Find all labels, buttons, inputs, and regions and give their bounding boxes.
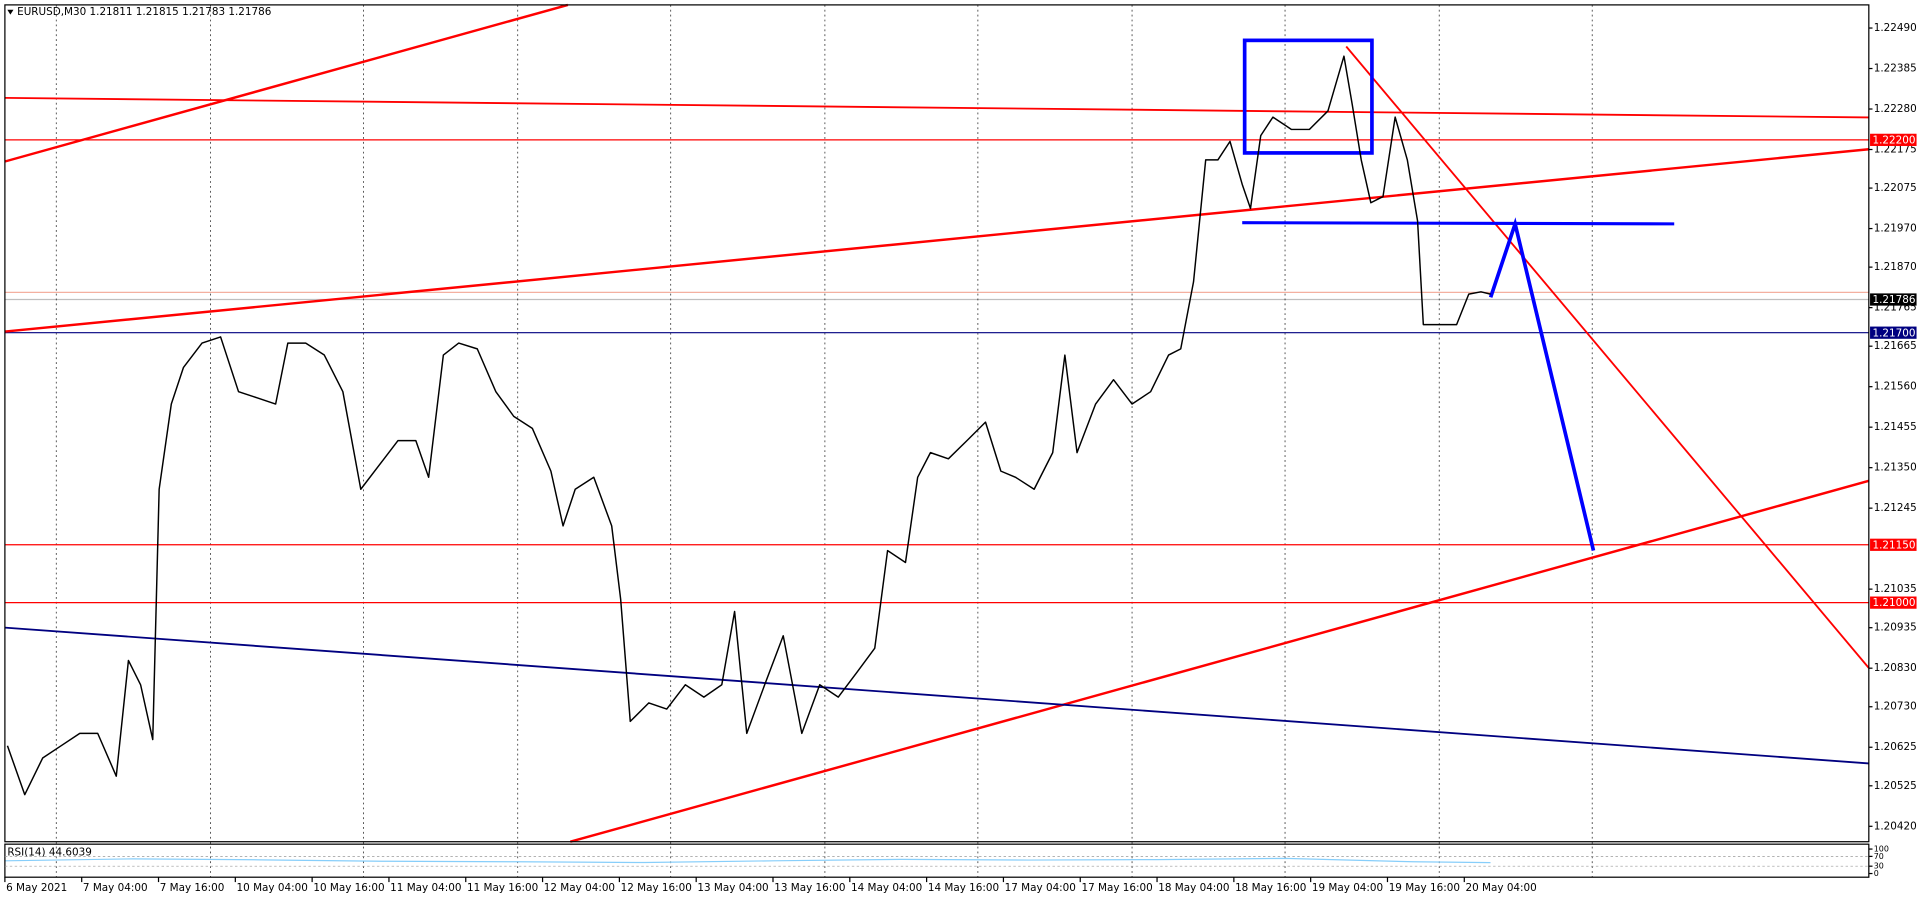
x-tick-label: 18 May 16:00 <box>1235 882 1306 894</box>
y-tick-label: 1.21870 <box>1874 261 1917 273</box>
plot <box>4 55 1491 864</box>
y-tick-label: 1.22280 <box>1874 103 1917 115</box>
x-tick-label: 11 May 16:00 <box>467 882 538 894</box>
y-tick-label: 1.21455 <box>1874 421 1917 433</box>
x-tick-label: 20 May 04:00 <box>1466 882 1537 894</box>
indicator-label: RSI(14) 44.6039 <box>7 847 91 859</box>
x-tick-label: 10 May 16:00 <box>313 882 384 894</box>
axes: 1.22490 1.22385 1.22280 1.22175 1.22075 1.219… <box>4 22 1917 894</box>
trend-line <box>569 479 1870 843</box>
trend-lines <box>4 3 1870 843</box>
x-tick-label: 13 May 04:00 <box>697 882 768 894</box>
y-tick-label: 1.20730 <box>1874 701 1917 713</box>
price-line <box>6 55 1491 796</box>
x-tick-label: 17 May 16:00 <box>1081 882 1152 894</box>
y-tick-label: 1.21560 <box>1874 381 1917 393</box>
y-tick-label: 1.22175 <box>1874 144 1917 156</box>
x-tick-label: 7 May 04:00 <box>83 882 148 894</box>
trend-line <box>4 96 1869 119</box>
trend-line <box>4 626 1869 765</box>
y-tick-label: 1.20525 <box>1874 780 1917 792</box>
trend-line <box>4 148 1869 333</box>
level-label: 1.21150 <box>1872 539 1915 551</box>
x-tick-label: 6 May 2021 <box>6 882 67 894</box>
x-tick-label: 18 May 04:00 <box>1158 882 1229 894</box>
chart-title: EURUSD,M30 1.21811 1.21815 1.21783 1.217… <box>17 6 271 18</box>
y-tick-label: 1.21350 <box>1874 462 1917 474</box>
indicator-tick-label: 30 <box>1874 862 1884 871</box>
level-label: 1.21000 <box>1872 597 1915 609</box>
x-tick-label: 17 May 04:00 <box>1005 882 1076 894</box>
y-tick-label: 1.21970 <box>1874 223 1917 235</box>
y-tick-label: 1.20420 <box>1874 820 1917 832</box>
plot-frame <box>4 4 1870 843</box>
x-tick-label: 19 May 16:00 <box>1389 882 1460 894</box>
x-tick-label: 10 May 04:00 <box>237 882 308 894</box>
x-tick-label: 14 May 16:00 <box>928 882 999 894</box>
level-tag <box>1870 133 1917 146</box>
y-tick-label: 1.20830 <box>1874 662 1917 674</box>
indicator-tick-label: 70 <box>1874 852 1884 861</box>
indicator-frame <box>4 843 1870 878</box>
x-tick-label: 12 May 16:00 <box>621 882 692 894</box>
y-tick-label: 1.22075 <box>1874 182 1917 194</box>
x-tick-label: 7 May 16:00 <box>160 882 225 894</box>
y-tick-label: 1.20935 <box>1874 622 1917 634</box>
level-tag <box>1870 538 1917 551</box>
projection <box>1488 217 1596 551</box>
menu-arrow[interactable] <box>7 9 14 15</box>
vertical-grid <box>55 4 1593 878</box>
level-label: 1.21786 <box>1872 294 1915 306</box>
level-label: 1.21700 <box>1872 327 1915 339</box>
y-tick-label: 1.22385 <box>1874 63 1917 75</box>
range-box <box>1242 38 1374 155</box>
level-tag <box>1870 293 1917 306</box>
x-tick-label: 12 May 04:00 <box>544 882 615 894</box>
y-tick-label: 1.21245 <box>1874 502 1917 514</box>
indicator-line <box>4 857 1491 864</box>
trend-line <box>1345 45 1870 669</box>
support-line <box>1242 221 1675 226</box>
indicator-tick-label: 0 <box>1874 869 1879 878</box>
x-tick-label: 13 May 16:00 <box>774 882 845 894</box>
x-tick-label: 14 May 04:00 <box>851 882 922 894</box>
level-tag <box>1870 596 1917 609</box>
y-tick-label: 1.21765 <box>1874 302 1917 314</box>
y-tick-label: 1.20625 <box>1874 741 1917 753</box>
level-tag <box>1870 326 1917 339</box>
y-tick-label: 1.21665 <box>1874 340 1917 352</box>
indicator-tick-label: 100 <box>1874 845 1889 854</box>
y-tick-label: 1.21035 <box>1874 583 1917 595</box>
trend-line <box>4 3 569 163</box>
x-tick-label: 11 May 04:00 <box>390 882 461 894</box>
x-tick-label: 19 May 04:00 <box>1312 882 1383 894</box>
level-label: 1.22200 <box>1872 134 1915 146</box>
y-tick-label: 1.22490 <box>1874 22 1917 34</box>
